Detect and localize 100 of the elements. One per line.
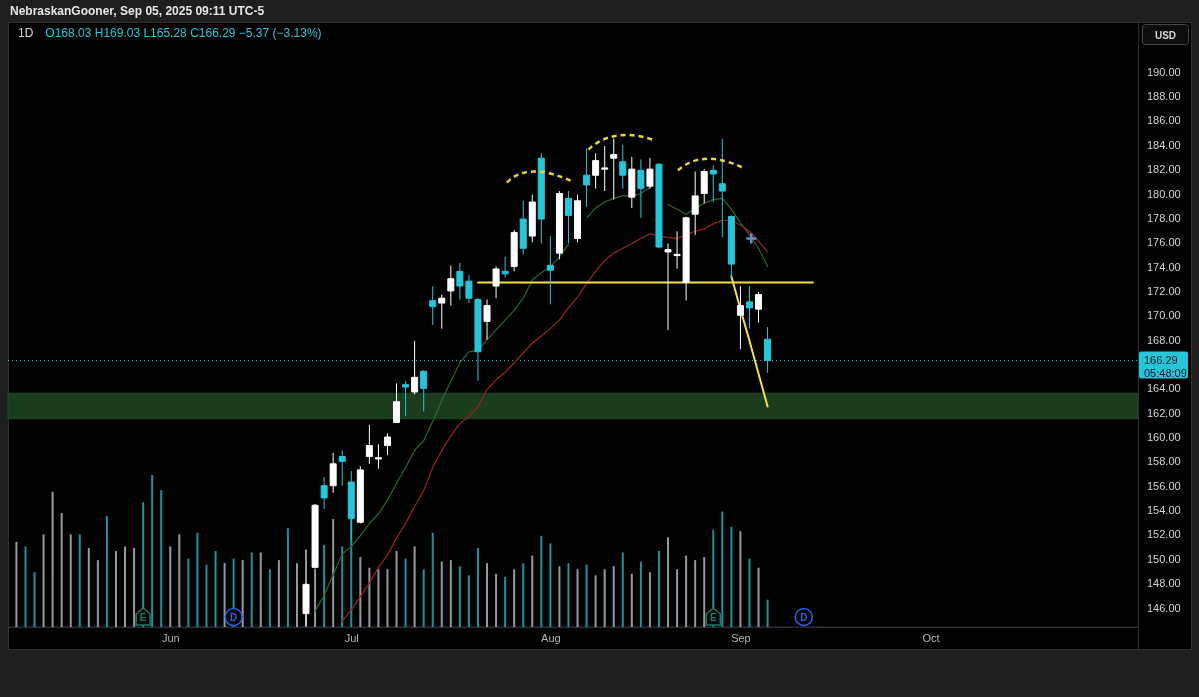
y-tick-label: 156.00	[1147, 479, 1181, 492]
bar	[440, 561, 443, 627]
bar	[286, 528, 289, 627]
bar	[223, 563, 226, 627]
candlestick	[546, 235, 554, 305]
bar	[476, 547, 479, 627]
annotation: D	[230, 612, 238, 623]
candlestick	[718, 138, 726, 238]
bar	[196, 532, 199, 627]
candlestick	[592, 152, 600, 190]
bar	[214, 551, 217, 627]
bar	[558, 566, 561, 627]
bar	[178, 534, 181, 627]
y-tick-label: 164.00	[1147, 382, 1181, 395]
bar	[567, 563, 570, 627]
candlestick	[501, 256, 509, 279]
bar	[42, 534, 45, 627]
bar	[205, 564, 208, 627]
candlestick	[429, 285, 437, 326]
bar	[295, 563, 298, 627]
y-tick-label: 160.00	[1147, 431, 1181, 444]
candlestick	[483, 298, 491, 341]
bar	[404, 558, 407, 627]
bar	[730, 526, 733, 627]
candlestick	[510, 229, 518, 272]
bar	[151, 475, 154, 627]
bar	[739, 531, 742, 627]
x-tick-label: Jun	[161, 631, 180, 644]
candlestick	[320, 476, 328, 510]
bar	[96, 560, 99, 627]
candlestick	[537, 152, 545, 244]
y-tick-label: 152.00	[1147, 528, 1181, 541]
candlestick	[402, 380, 410, 417]
candlestick	[447, 264, 455, 307]
candlestick	[492, 266, 500, 299]
bar	[513, 569, 516, 627]
bar	[449, 560, 452, 627]
candlestick	[691, 171, 699, 236]
y-tick-label: 182.00	[1147, 163, 1181, 176]
bar	[78, 534, 81, 627]
candlestick	[637, 158, 645, 219]
bar	[114, 551, 117, 627]
candlestick	[601, 145, 609, 192]
line-series	[341, 219, 769, 622]
bar	[630, 573, 633, 627]
bar	[386, 569, 389, 627]
candlestick	[619, 144, 627, 190]
bar	[422, 569, 425, 627]
bar	[377, 569, 380, 627]
y-tick-label: 172.00	[1147, 284, 1181, 297]
bar	[87, 547, 90, 627]
bar	[431, 532, 434, 627]
bar	[657, 551, 660, 627]
y-tick-label: 154.00	[1147, 504, 1181, 517]
candlestick	[393, 382, 401, 423]
candlestick	[365, 424, 373, 465]
y-tick-label: 190.00	[1147, 65, 1181, 78]
bar	[458, 566, 461, 627]
y-tick-label: 176.00	[1147, 236, 1181, 249]
bar	[486, 563, 489, 627]
candlestick	[411, 340, 419, 395]
candlestick	[420, 369, 428, 412]
bar	[69, 534, 72, 627]
y-tick-label: 180.00	[1147, 187, 1181, 200]
bar	[721, 511, 724, 627]
bar	[60, 513, 63, 627]
bar	[169, 546, 172, 627]
bar	[323, 544, 326, 627]
bar	[413, 546, 416, 627]
text: NebraskanGooner, Sep 05, 2025 09:11 UTC-5	[10, 4, 265, 18]
bar	[667, 537, 670, 627]
bar	[757, 567, 760, 627]
y-tick-label: 184.00	[1147, 138, 1181, 151]
y-tick-label: 188.00	[1147, 90, 1181, 103]
bar	[51, 491, 54, 627]
candlestick	[583, 147, 591, 208]
annotation: E	[709, 612, 717, 623]
text: 05:48:09	[1144, 367, 1187, 380]
bar	[259, 552, 262, 627]
bar	[133, 547, 136, 627]
bar	[277, 560, 280, 627]
text: USD	[1154, 29, 1177, 41]
bar	[359, 557, 362, 627]
candlestick	[574, 194, 582, 243]
y-tick-label: 178.00	[1147, 211, 1181, 224]
bar	[467, 575, 470, 627]
y-tick-label: 168.00	[1147, 333, 1181, 346]
bar	[268, 569, 271, 627]
bar	[549, 543, 552, 627]
bar	[341, 546, 344, 627]
candlestick	[564, 190, 572, 244]
y-tick-label: 148.00	[1147, 577, 1181, 590]
bar	[332, 519, 335, 627]
candlestick	[374, 443, 382, 470]
chart-title: 1D	[18, 26, 34, 40]
bar	[395, 551, 398, 627]
candlestick	[356, 465, 364, 524]
bar	[241, 560, 244, 627]
bar	[576, 569, 579, 627]
y-tick-label: 150.00	[1147, 552, 1181, 565]
